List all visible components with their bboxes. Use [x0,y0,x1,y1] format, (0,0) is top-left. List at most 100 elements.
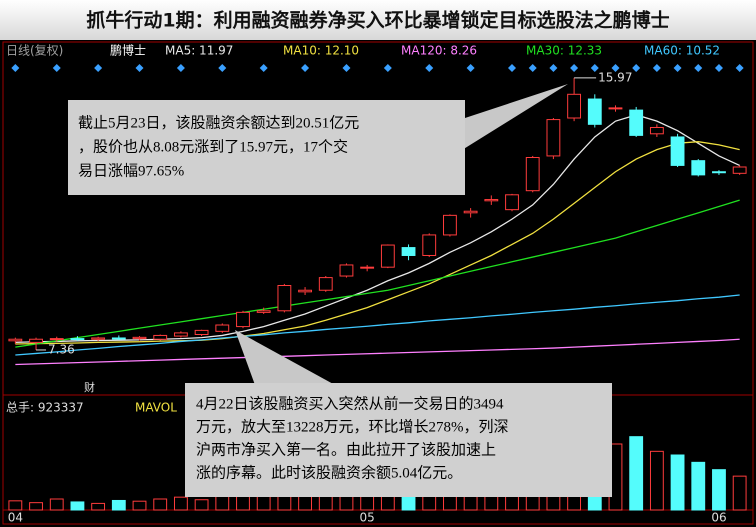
volume-bar [629,436,644,511]
ma-line [15,141,740,345]
signal-diamond [259,64,268,72]
annotation-line: 涨的序幕。此时该股融资余额5.04亿元。 [196,463,462,481]
signal-diamond [176,64,185,72]
legend-entry: MA5: 11.97 [165,44,233,58]
candle-body [298,289,312,293]
ma-line [15,114,740,344]
volume-bar [153,498,168,511]
signal-diamond [611,64,620,72]
volume-bar [691,461,706,511]
legend-entry: MA10: 12.10 [283,44,359,58]
volume-ma-label: MAVOL [135,401,177,415]
signal-diamond [652,64,661,72]
volume-bar [29,502,43,511]
candle-body [318,277,333,291]
candle-body [546,119,561,157]
candle-body [567,93,582,119]
volume-bar [732,475,747,511]
candle-body [339,264,354,277]
candle-body [380,244,395,268]
high-label: 15.97 [598,70,632,84]
legend-entry: MA60: 10.52 [644,44,720,58]
candle-body [173,332,188,337]
candle-body [732,166,747,174]
candle-body [712,171,726,174]
signal-diamond [632,64,641,72]
volume-bar [712,469,726,511]
low-label: 7.36 [48,342,75,356]
signal-diamond [694,64,703,72]
candle-body [132,336,147,340]
title: 抓牛行动1期：利用融资融券净买入环比暴增锁定目标选股法之鹏博士 [86,9,669,32]
volume-bar [91,502,106,511]
candle-body [587,98,602,125]
signal-diamond [508,64,517,72]
candle-body [256,310,271,313]
candle-body [691,160,706,176]
x-tick-label: 05 [360,511,375,525]
candle-body [8,338,23,342]
signal-diamond [383,64,392,72]
candle-body [401,247,416,256]
candle-body [111,337,126,340]
candle-body [194,329,209,335]
annotation-line: 截止5月23日，该股融资余额达到20.51亿元 [78,113,359,131]
frame [2,41,754,525]
signal-diamond [218,64,227,72]
annotation-line: 沪两市净买入第一名。由此拉开了该股加速上 [196,440,496,458]
candle-body [236,311,250,328]
candle-body [49,338,64,341]
signal-diamond [94,64,103,72]
signal-diamond [135,64,144,72]
signal-diamond [466,64,475,72]
chart-mode: 日线(复权) [6,44,63,58]
volume-label: 总手: 923337 [6,401,84,415]
candle-body [360,266,375,269]
signal-diamond [735,64,744,72]
candle-body [422,234,437,256]
annotations: 截止5月23日，该股融资余额达到20.51亿元 ，股价也从8.08元涨到了15.9… [78,113,509,481]
signal-diamond [52,64,61,72]
candle-body [153,334,168,340]
volume-bar [649,450,664,511]
annotation-line: 易日涨幅97.65% [78,162,184,179]
candle-body [484,199,499,202]
candle-body [505,194,519,211]
candle-body [670,136,685,166]
candle-body [215,324,230,332]
ma-line [15,338,740,366]
legend-entry: MA30: 12.33 [526,44,602,58]
stock-name: 鹏博士 [110,43,146,58]
callout-box [185,383,612,497]
signal-diamond [425,64,434,72]
signal-diamond [342,64,351,72]
signal-diamond [570,64,579,72]
candle-body [463,210,478,214]
candle-body [525,157,540,192]
callout-box [68,100,465,195]
signal-row [11,64,744,72]
volume-bar [70,501,85,511]
candle-body [29,338,43,343]
volume-bar [194,499,209,511]
annotation-line: ，股价也从8.08元涨到了15.97元，17个交 [78,137,348,155]
signal-diamond [11,64,20,72]
annotation-line: 万元，放大至13228万元，环比增长278%，列深 [196,418,509,435]
signal-diamond [528,64,537,72]
volume-bar [111,499,126,511]
signal-diamond [301,64,310,72]
ma-line [15,294,740,356]
x-tick-label: 04 [8,511,23,525]
legend-entry: MA120: 8.26 [401,44,477,58]
candle-body [443,214,457,236]
annotation-line: 4月22日该股融资买入突然从前一交易日的3494 [196,394,504,412]
callout-pointer [235,330,335,385]
candle-body [608,107,623,110]
candle-body [649,126,664,135]
volume-bar [670,454,685,511]
candle-body [277,285,292,312]
x-tick-label: 06 [711,511,726,525]
signal-diamond [714,64,723,72]
